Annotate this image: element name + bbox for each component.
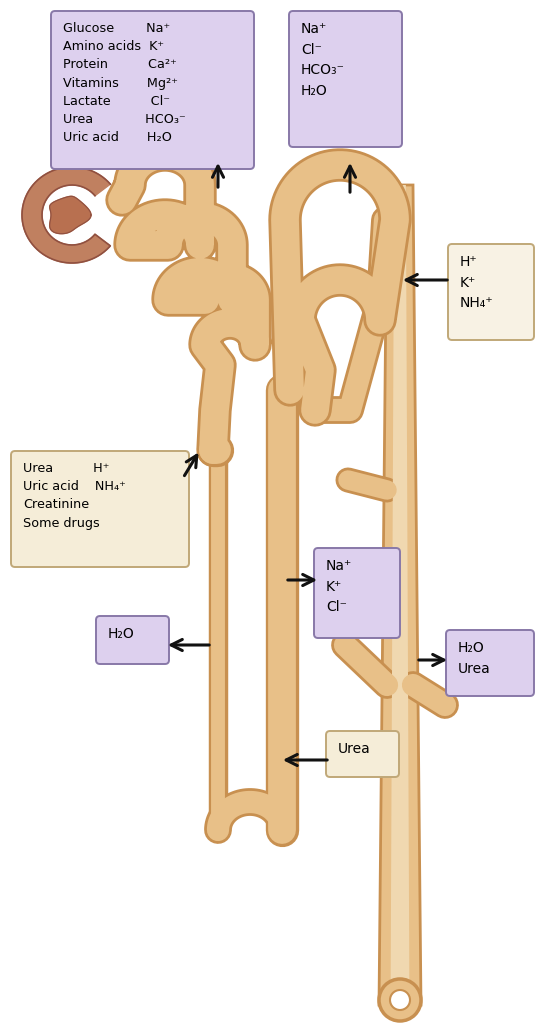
Polygon shape	[379, 185, 421, 1005]
FancyBboxPatch shape	[314, 548, 400, 638]
FancyBboxPatch shape	[448, 244, 534, 340]
Polygon shape	[390, 185, 409, 1005]
Circle shape	[379, 979, 421, 1021]
FancyBboxPatch shape	[289, 11, 402, 147]
Text: Glucose        Na⁺
Amino acids  K⁺
Protein          Ca²⁺
Vitamins       Mg²⁺
Lac: Glucose Na⁺ Amino acids K⁺ Protein Ca²⁺ …	[63, 22, 186, 144]
Text: H⁺
K⁺
NH₄⁺: H⁺ K⁺ NH₄⁺	[460, 255, 494, 310]
Text: Na⁺
Cl⁻
HCO₃⁻
H₂O: Na⁺ Cl⁻ HCO₃⁻ H₂O	[301, 22, 345, 98]
FancyBboxPatch shape	[51, 11, 254, 169]
Text: H₂O
Urea: H₂O Urea	[458, 641, 491, 676]
FancyBboxPatch shape	[96, 616, 169, 664]
FancyBboxPatch shape	[326, 731, 399, 777]
Circle shape	[390, 990, 410, 1010]
Text: H₂O: H₂O	[108, 627, 135, 641]
Polygon shape	[50, 197, 91, 233]
FancyBboxPatch shape	[446, 630, 534, 696]
Polygon shape	[22, 167, 110, 263]
Text: Na⁺
K⁺
Cl⁻: Na⁺ K⁺ Cl⁻	[326, 559, 352, 614]
Text: Urea          H⁺
Uric acid    NH₄⁺
Creatinine
Some drugs: Urea H⁺ Uric acid NH₄⁺ Creatinine Some d…	[23, 462, 126, 529]
FancyBboxPatch shape	[11, 451, 189, 567]
Text: Urea: Urea	[338, 742, 371, 756]
